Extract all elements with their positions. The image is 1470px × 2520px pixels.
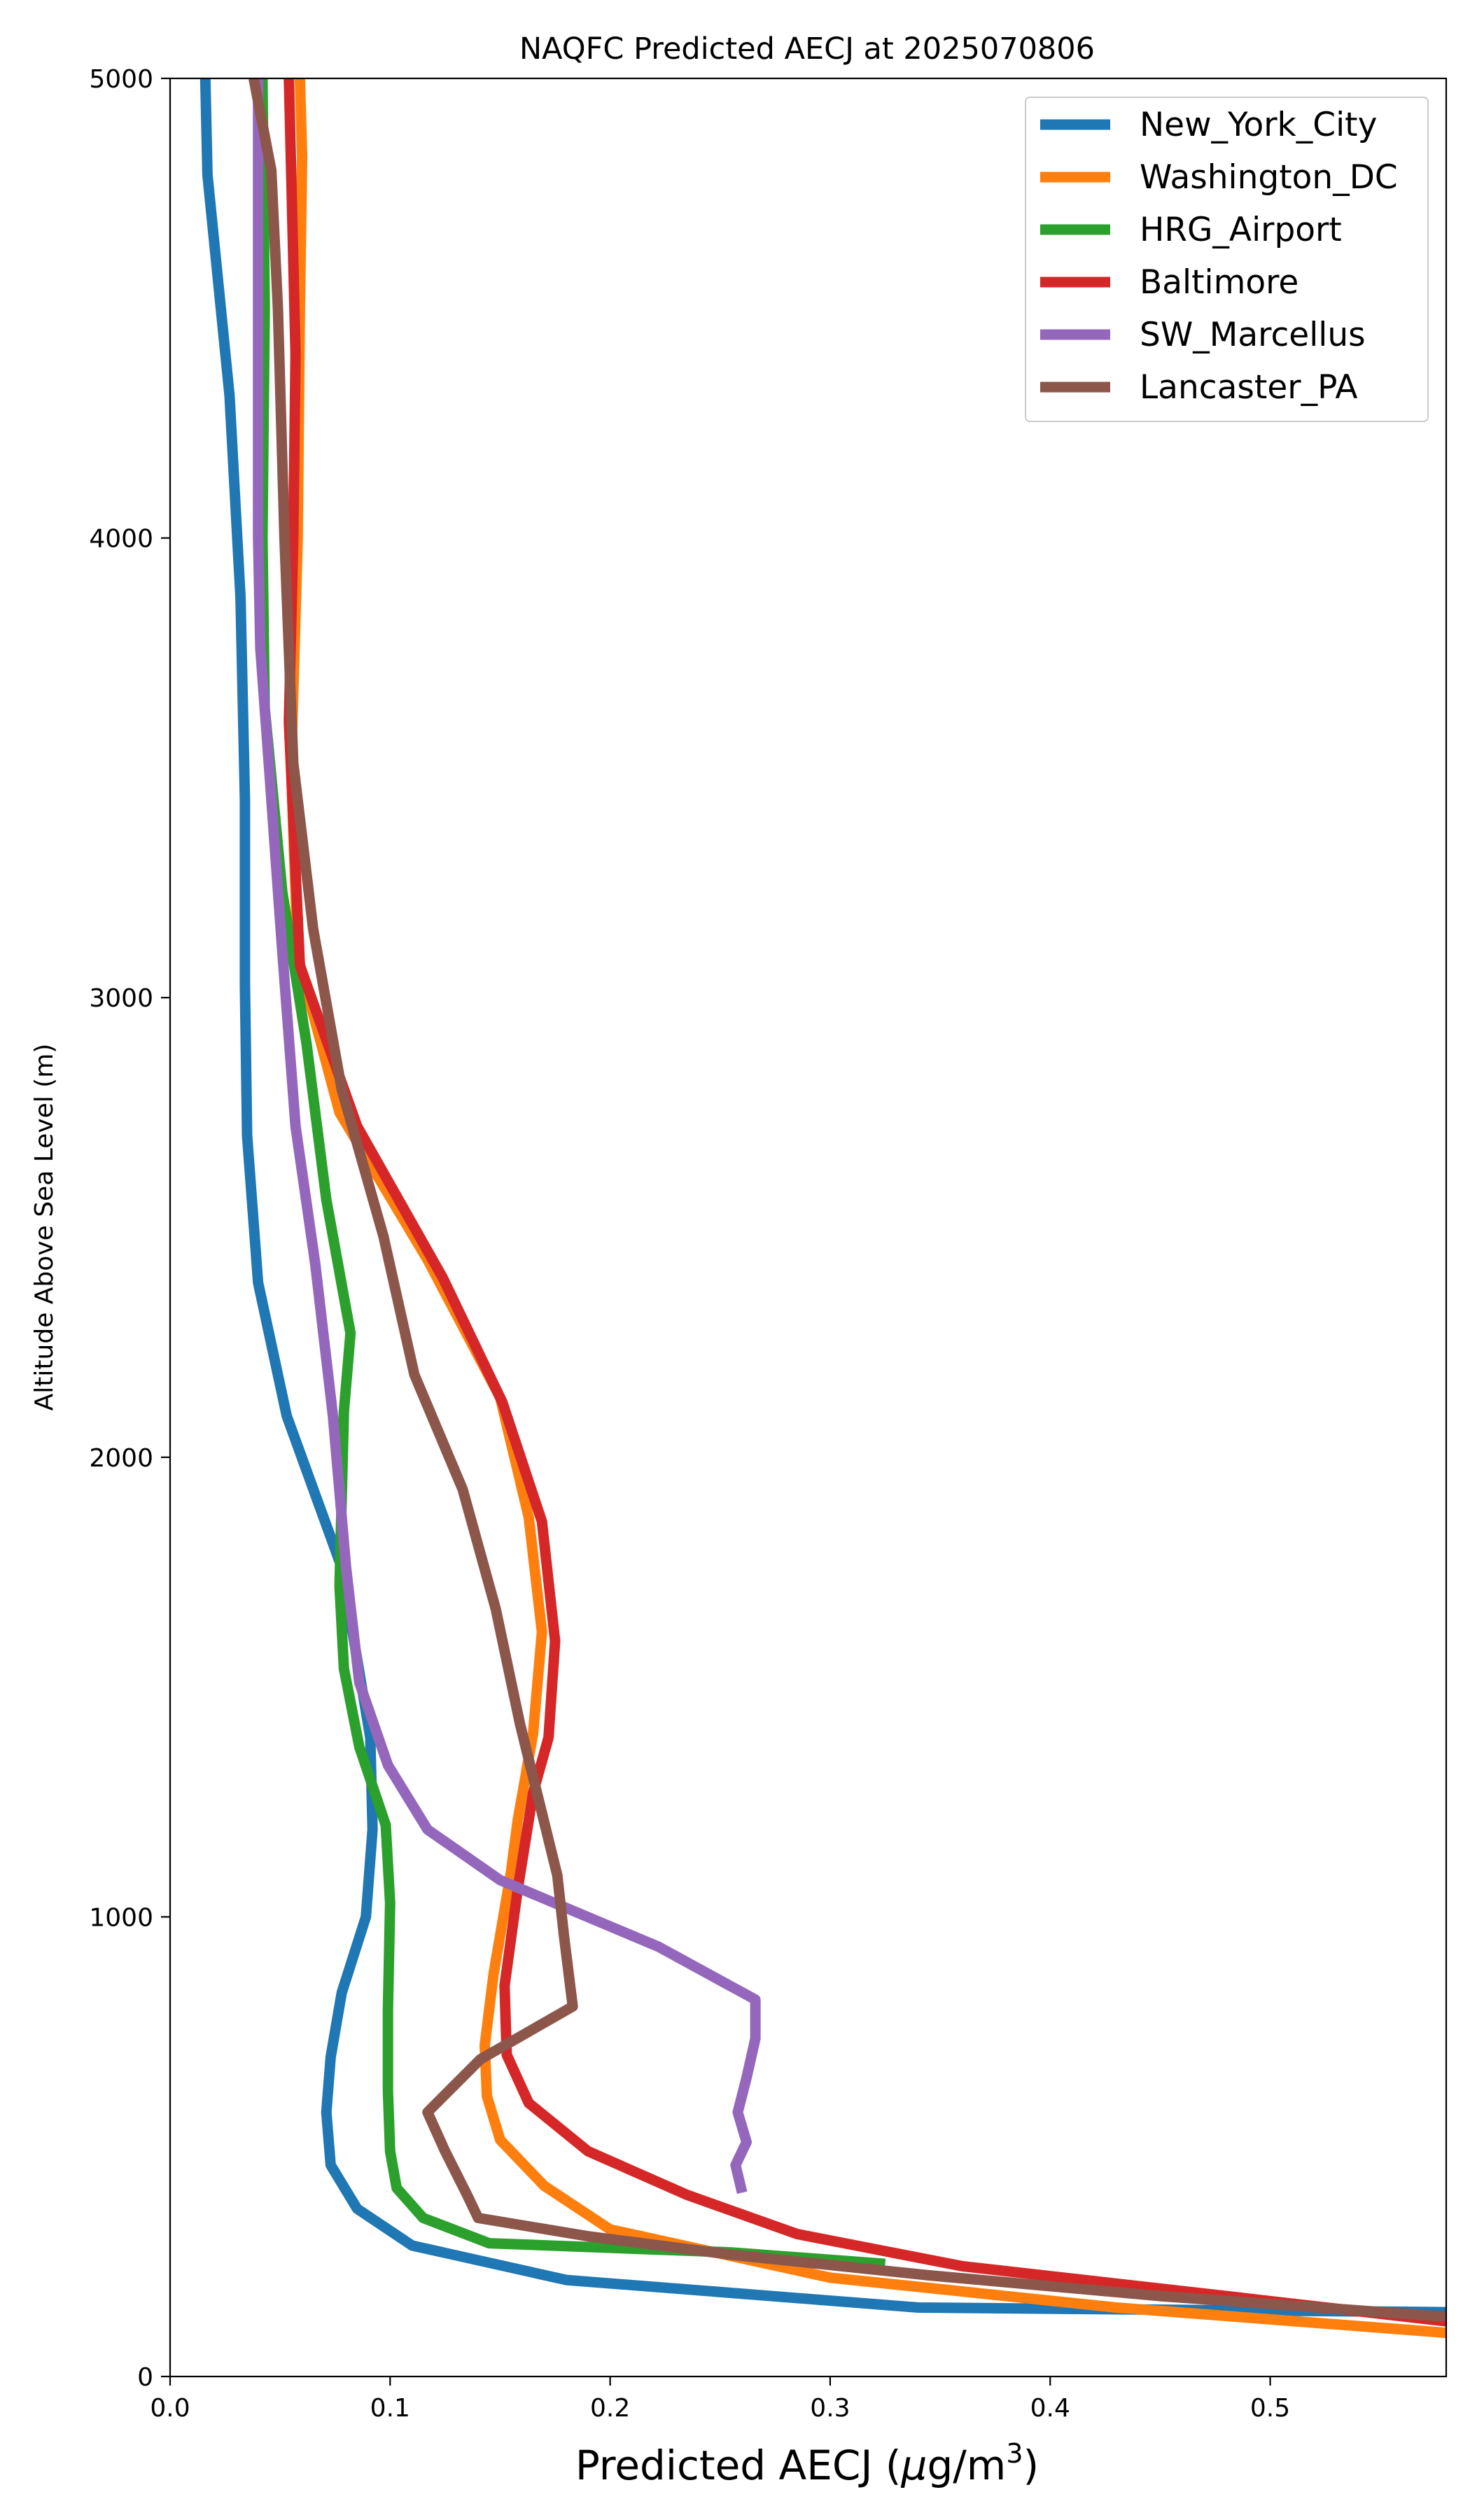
- legend-label: New_York_City: [1140, 106, 1377, 144]
- y-axis-label: Altitude Above Sea Level (m): [30, 1044, 59, 1411]
- x-axis-label-mu: μ: [901, 2442, 927, 2489]
- legend-entries: New_York_City Washington_DC HRG_Airport Bal…: [1040, 106, 1398, 407]
- y-tick-label: 0: [137, 2363, 153, 2392]
- y-tick-label: 1000: [89, 1903, 153, 1932]
- x-axis: 0.0 0.1 0.2 0.3 0.4 0.5: [150, 2376, 1290, 2423]
- x-tick-label: 0.5: [1250, 2394, 1290, 2423]
- x-tick-label: 0.0: [150, 2394, 190, 2423]
- x-axis-label-unit: g/m: [927, 2442, 1006, 2489]
- y-tick-label: 5000: [89, 65, 153, 94]
- series-line-lancaster-pa: [248, 78, 1446, 2323]
- y-tick-label: 4000: [89, 525, 153, 554]
- x-tick-label: 0.1: [370, 2394, 410, 2423]
- legend: New_York_City Washington_DC HRG_Airport Bal…: [1025, 97, 1429, 422]
- legend-box: [1025, 97, 1429, 422]
- y-tick-label: 3000: [89, 984, 153, 1013]
- y-axis: 0 1000 2000 3000 4000 5000: [89, 65, 170, 2392]
- plot-area: [169, 77, 1448, 2378]
- plot-frame: [169, 77, 1448, 2378]
- series-line-sw-marcellus: [253, 78, 761, 2194]
- legend-label: Washington_DC: [1140, 158, 1398, 197]
- legend-label: HRG_Airport: [1140, 211, 1342, 249]
- x-tick-label: 0.3: [810, 2394, 850, 2423]
- legend-label: Baltimore: [1140, 263, 1298, 302]
- series-layer: [200, 78, 1446, 2339]
- x-axis-label: Predicted AECJ (μg/m3): [575, 2438, 1039, 2489]
- x-axis-label-sup: 3: [1006, 2438, 1023, 2469]
- x-tick-label: 0.4: [1030, 2394, 1070, 2423]
- y-tick-label: 2000: [89, 1444, 153, 1473]
- x-axis-label-main: Predicted AECJ (: [575, 2442, 902, 2489]
- legend-label: Lancaster_PA: [1140, 368, 1358, 407]
- x-tick-label: 0.2: [590, 2394, 630, 2423]
- x-axis-label-close: ): [1023, 2442, 1040, 2489]
- legend-label: SW_Marcellus: [1140, 316, 1366, 354]
- chart-title: NAQFC Predicted AECJ at 2025070806: [519, 31, 1095, 66]
